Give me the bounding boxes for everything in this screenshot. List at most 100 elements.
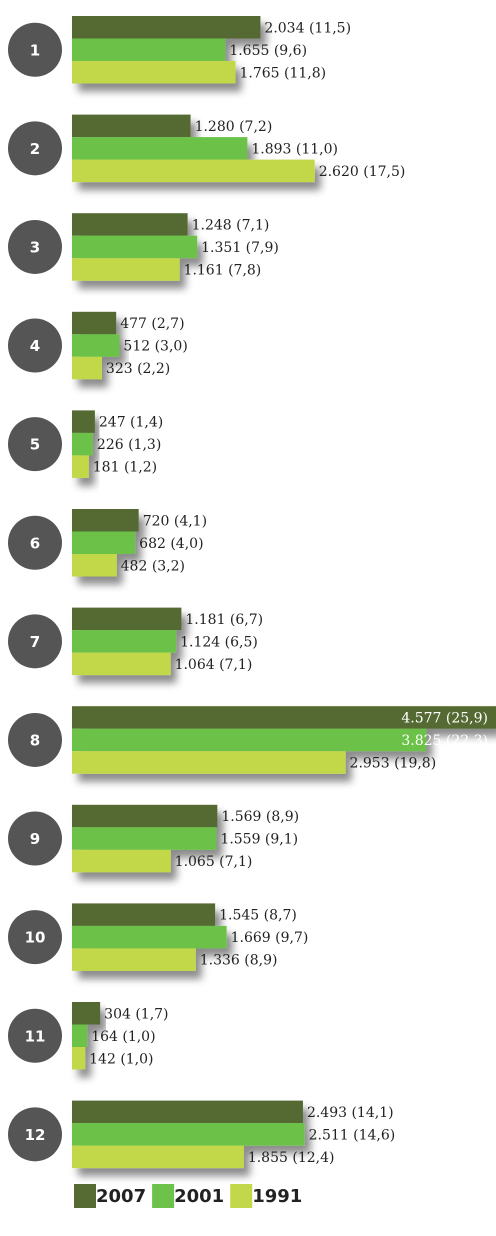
bar — [72, 1123, 305, 1146]
bar — [72, 531, 136, 554]
bar — [72, 925, 227, 949]
bar — [72, 804, 218, 828]
bar — [72, 509, 139, 532]
bar-group: 5 247 (1,4) 226 (1,3) 181 (1,2) — [8, 410, 163, 478]
bar — [72, 1145, 244, 1169]
value-label: 512 (3,0) — [123, 339, 187, 355]
bar — [72, 16, 261, 39]
bar-group: 3 1.248 (7,1) 1.351 (7,9) 1.161 (7,8) — [8, 213, 279, 281]
bars — [72, 410, 95, 478]
bar — [72, 728, 427, 752]
bars — [72, 1100, 305, 1169]
value-label: 720 (4,1) — [143, 513, 207, 529]
category-badge — [8, 121, 62, 176]
value-label: 1.248 (7,1) — [192, 217, 270, 233]
bar — [72, 38, 226, 61]
value-label: 1.161 (7,8) — [184, 262, 262, 278]
value-label: 2.493 (14,1) — [307, 1105, 394, 1121]
value-label: 1.280 (7,2) — [195, 119, 273, 135]
bar-group: 1 2.034 (11,5) 1.655 (9,6) 1.765 (11,8) — [8, 16, 351, 84]
category-badge — [8, 515, 62, 570]
value-label: 1.669 (9,7) — [231, 930, 309, 946]
value-label: 2.620 (17,5) — [319, 164, 406, 180]
category-label: 5 — [30, 436, 40, 454]
value-label: 1.893 (11,0) — [251, 141, 338, 157]
category-badge — [8, 219, 62, 274]
value-label: 482 (3,2) — [121, 558, 185, 574]
bars — [72, 903, 227, 971]
bar — [72, 258, 180, 281]
category-badge — [8, 1107, 62, 1162]
bar — [72, 1002, 101, 1025]
value-label: 1.569 (8,9) — [221, 809, 299, 825]
category-badge — [8, 614, 62, 669]
bar-group: 4 477 (2,7) 512 (3,0) 323 (2,2) — [8, 311, 188, 380]
bars — [72, 213, 198, 281]
bar — [72, 213, 188, 236]
category-badge — [8, 318, 62, 373]
value-label: 1.065 (7,1) — [175, 854, 253, 870]
value-label: 1.064 (7,1) — [175, 657, 253, 673]
bar — [72, 1100, 303, 1124]
legend-swatch — [230, 1184, 253, 1208]
bar — [72, 630, 177, 653]
category-label: 12 — [25, 1126, 46, 1144]
bars — [72, 16, 261, 84]
category-label: 4 — [30, 337, 40, 355]
category-label: 8 — [30, 731, 40, 749]
bar — [72, 554, 117, 577]
value-label: 247 (1,4) — [99, 415, 163, 431]
bars — [72, 804, 218, 873]
value-label: 1.351 (7,9) — [201, 240, 279, 256]
value-label: 1.765 (11,8) — [240, 65, 327, 81]
bar — [72, 706, 496, 729]
legend-label: 2001 — [174, 1186, 224, 1207]
bar-group: 11 304 (1,7) 164 (1,0) 142 (1,0) — [8, 1002, 169, 1070]
bar — [72, 751, 346, 774]
legend-label: 1991 — [252, 1186, 302, 1207]
category-label: 3 — [30, 238, 40, 256]
bars — [72, 1002, 101, 1070]
value-label: 142 (1,0) — [89, 1051, 153, 1067]
bar — [72, 903, 216, 926]
value-label: 323 (2,2) — [106, 361, 170, 377]
category-label: 1 — [30, 41, 40, 59]
value-label: 1.855 (12,4) — [248, 1150, 335, 1166]
category-label: 6 — [30, 534, 40, 552]
category-badge — [8, 910, 62, 965]
bar — [72, 356, 102, 380]
bar-group: 9 1.569 (8,9) 1.559 (9,1) 1.065 (7,1) — [8, 804, 299, 873]
category-label: 7 — [30, 633, 40, 651]
category-badge — [8, 22, 62, 77]
value-label: 2.034 (11,5) — [264, 20, 351, 36]
value-label: 181 (1,2) — [93, 460, 157, 476]
bar — [72, 455, 89, 478]
category-label: 2 — [30, 140, 40, 158]
legend-swatch — [152, 1184, 175, 1208]
bar-group: 10 1.545 (8,7) 1.669 (9,7) 1.336 (8,9) — [8, 903, 308, 971]
bar — [72, 1024, 88, 1047]
category-label: 10 — [25, 929, 46, 947]
legend-swatch — [74, 1184, 96, 1208]
value-label: 1.181 (6,7) — [185, 612, 263, 628]
value-label: 1.655 (9,6) — [229, 43, 307, 59]
bar-group: 6 720 (4,1) 682 (4,0) 482 (3,2) — [8, 509, 207, 577]
bar-group: 12 2.493 (14,1) 2.511 (14,6) 1.855 (12,4) — [8, 1100, 396, 1169]
bar — [72, 311, 117, 335]
bars — [72, 706, 496, 774]
bars — [72, 311, 120, 380]
bar — [72, 334, 120, 357]
bar — [72, 432, 93, 456]
bars — [72, 509, 139, 577]
value-label: 2.511 (14,6) — [309, 1127, 396, 1143]
bar-group: 7 1.181 (6,7) 1.124 (6,5) 1.064 (7,1) — [8, 607, 263, 676]
bar — [72, 827, 217, 850]
value-label: 2.953 (19,8) — [350, 755, 437, 771]
bar — [72, 1047, 86, 1070]
category-badge — [8, 417, 62, 472]
value-label: 226 (1,3) — [97, 437, 161, 453]
bar — [72, 849, 171, 873]
bar — [72, 61, 236, 84]
value-label: 1.336 (8,9) — [200, 953, 278, 969]
